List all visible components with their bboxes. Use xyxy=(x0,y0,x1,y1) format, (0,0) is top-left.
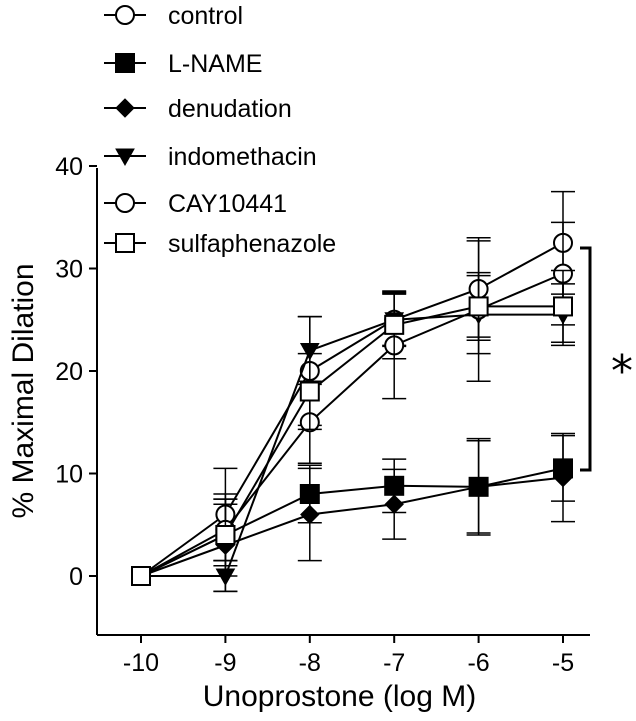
data-point xyxy=(215,568,236,587)
legend-marker xyxy=(115,148,135,167)
x-tick-label: -9 xyxy=(214,649,236,677)
data-point xyxy=(299,381,320,402)
legend-entry: indomethacin xyxy=(104,143,317,171)
legend-label: denudation xyxy=(168,95,292,123)
series-line xyxy=(140,476,564,577)
x-tick-label: -8 xyxy=(299,649,321,677)
legend-marker xyxy=(115,233,135,253)
data-point xyxy=(384,314,405,335)
legend-marker xyxy=(115,53,135,73)
legend-entry: control xyxy=(104,2,243,30)
data-point xyxy=(468,296,489,317)
legend-entry: L-NAME xyxy=(104,50,262,78)
legend-label: control xyxy=(168,2,243,30)
axes: 0 10 20 30 40 -10 -9 -8 -7 -6 -5 Unoprostone (log M… xyxy=(7,153,590,713)
data-point xyxy=(131,566,151,586)
x-tick-label: -10 xyxy=(123,649,159,677)
data-point xyxy=(300,504,320,525)
legend-entry: sulfaphenazole xyxy=(104,230,336,258)
legend-label: CAY10441 xyxy=(168,190,287,218)
legend-marker xyxy=(115,98,135,118)
significance-annotation: * xyxy=(580,246,633,472)
legend-label: L-NAME xyxy=(168,50,262,78)
data-point xyxy=(553,296,573,317)
significance-asterisk: * xyxy=(611,346,633,397)
legend-entry: CAY10441 xyxy=(104,190,287,218)
data-point xyxy=(215,525,236,545)
series-line xyxy=(140,305,563,577)
legend: control L-NAME denudation indomethacin CAY10… xyxy=(104,2,336,258)
data-point xyxy=(299,343,320,361)
data-point xyxy=(384,494,404,514)
data-point xyxy=(553,467,573,488)
x-axis-title: Unoprostone (log M) xyxy=(203,680,476,713)
series-lines xyxy=(131,190,575,593)
y-tick-label: 40 xyxy=(55,153,83,181)
legend-label: sulfaphenazole xyxy=(168,230,336,258)
x-tick-label: -7 xyxy=(383,649,405,677)
y-axis-title: % Maximal Dilation xyxy=(7,263,40,518)
legend-entry: denudation xyxy=(104,95,292,123)
legend-marker xyxy=(115,193,135,213)
x-tick-label: -6 xyxy=(467,649,489,677)
x-tick-label: -5 xyxy=(552,649,574,677)
legend-marker xyxy=(115,5,135,25)
legend-label: indomethacin xyxy=(168,143,317,171)
data-point xyxy=(468,477,489,497)
y-tick-label: 30 xyxy=(55,256,83,284)
y-tick-label: 10 xyxy=(55,461,83,489)
significance-bracket xyxy=(580,246,592,472)
y-tick-label: 0 xyxy=(69,563,83,591)
series-sulfaphenazole xyxy=(131,269,575,586)
series-denudation xyxy=(131,432,575,593)
series-line xyxy=(140,241,564,577)
series-l-name xyxy=(131,434,575,586)
series-line xyxy=(140,272,564,577)
y-tick-label: 20 xyxy=(55,358,83,386)
series-cay10441 xyxy=(131,221,575,586)
series-line xyxy=(141,313,563,577)
